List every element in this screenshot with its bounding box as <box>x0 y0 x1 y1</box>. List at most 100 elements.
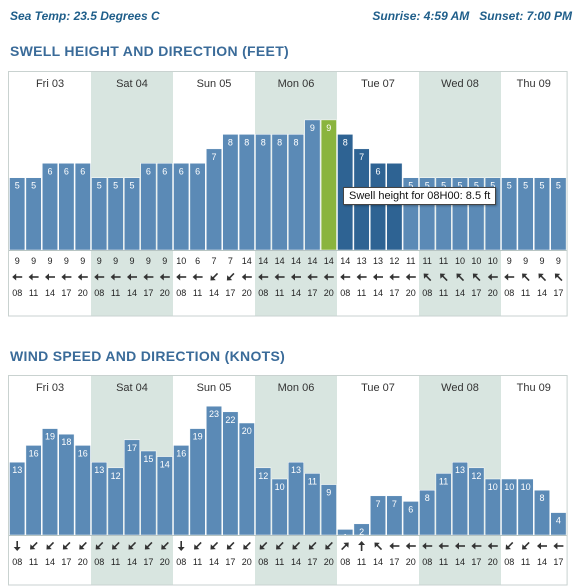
hour-label: 17 <box>471 557 481 567</box>
bar[interactable] <box>189 428 206 536</box>
hour-label: 11 <box>275 557 284 567</box>
wind-direction-arrow-icon <box>259 541 268 550</box>
wind-direction-arrow-icon <box>30 541 38 550</box>
bar-value-label: 5 <box>113 181 118 191</box>
bar[interactable] <box>124 439 140 536</box>
hour-label: 08 <box>176 288 186 298</box>
hour-label: 17 <box>61 557 71 567</box>
bar[interactable] <box>288 134 304 251</box>
hour-label: 17 <box>225 288 235 298</box>
swell-period-label: 7 <box>228 256 233 266</box>
swell-period-label: 9 <box>146 256 151 266</box>
wind-direction-arrow-icon <box>128 541 137 550</box>
bar[interactable] <box>238 134 255 251</box>
bar[interactable] <box>74 445 91 536</box>
swell-period-label: 11 <box>423 256 432 266</box>
hour-label: 08 <box>94 288 104 298</box>
hour-label: 11 <box>29 557 38 567</box>
bar[interactable] <box>238 422 255 536</box>
bar[interactable] <box>222 134 239 251</box>
wind-direction-arrow-icon <box>358 541 366 551</box>
bar[interactable] <box>206 148 222 251</box>
wind-direction-arrow-icon <box>374 542 383 551</box>
bar[interactable] <box>370 163 386 251</box>
bar[interactable] <box>386 163 403 251</box>
hour-label: 17 <box>471 288 481 298</box>
hour-label: 11 <box>275 288 284 298</box>
hour-label: 17 <box>389 557 399 567</box>
bar[interactable] <box>304 119 321 251</box>
bar-value-label: 7 <box>375 499 380 509</box>
swell-direction-arrow-icon <box>226 272 235 281</box>
bar[interactable] <box>58 433 75 536</box>
hour-label: 17 <box>143 288 153 298</box>
swell-direction-arrow-icon <box>94 273 105 281</box>
bar[interactable] <box>140 163 157 251</box>
hour-label: 17 <box>225 557 235 567</box>
hour-label: 20 <box>78 288 88 298</box>
swell-direction-arrow-icon <box>389 273 400 281</box>
bar-value-label: 8 <box>244 137 249 147</box>
hour-label: 17 <box>389 288 399 298</box>
hour-label: 08 <box>258 288 268 298</box>
bar-value-label: 5 <box>539 181 544 191</box>
day-label: Tue 07 <box>361 78 395 90</box>
bar[interactable] <box>222 411 239 536</box>
wind-direction-arrow-icon <box>537 542 547 550</box>
wind-direction-arrow-icon <box>341 542 349 551</box>
day-label: Sat 04 <box>116 382 148 394</box>
bar-value-label: 7 <box>359 152 364 162</box>
wind-direction-arrow-icon <box>505 541 514 550</box>
hour-label: 08 <box>340 288 350 298</box>
bar[interactable] <box>42 163 58 251</box>
swell-period-label: 14 <box>340 256 350 266</box>
bar-value-label: 5 <box>425 181 430 191</box>
bar[interactable] <box>74 163 91 251</box>
bar[interactable] <box>320 119 337 251</box>
day-label: Thu 09 <box>517 78 551 90</box>
bar-value-label: 16 <box>29 448 39 458</box>
day-label: Thu 09 <box>517 382 551 394</box>
hour-label: 14 <box>373 557 383 567</box>
hour-label: 11 <box>193 557 202 567</box>
bar[interactable] <box>173 445 190 536</box>
swell-direction-arrow-icon <box>504 273 515 281</box>
bar-value-label: 5 <box>523 181 528 191</box>
bar[interactable] <box>156 163 173 251</box>
bar-value-label: 5 <box>507 181 512 191</box>
swell-direction-arrow-icon <box>143 273 154 281</box>
top-bar: Sea Temp: 23.5 Degrees C Sunrise: 4:59 A… <box>0 0 580 32</box>
hour-label: 08 <box>504 557 514 567</box>
swell-period-label: 9 <box>47 256 52 266</box>
bar[interactable] <box>173 163 190 251</box>
swell-direction-arrow-icon <box>522 273 530 282</box>
bar[interactable] <box>42 428 58 536</box>
bar[interactable] <box>271 134 288 251</box>
swell-direction-arrow-icon <box>487 273 498 281</box>
bar-value-label: 14 <box>160 460 170 470</box>
swell-direction-arrow-icon <box>554 273 563 282</box>
bar[interactable] <box>255 134 272 251</box>
chart-frame <box>8 375 568 586</box>
swell-period-label: 9 <box>15 256 20 266</box>
swell-period-label: 7 <box>211 256 216 266</box>
hour-label: 08 <box>258 557 268 567</box>
day-label: Fri 03 <box>36 382 64 394</box>
bar-value-label: 13 <box>94 465 104 475</box>
wind-direction-arrow-icon <box>405 542 416 550</box>
wind-direction-arrow-icon <box>13 541 21 551</box>
swell-direction-arrow-icon <box>307 273 318 281</box>
swell-direction-arrow-icon <box>12 273 23 281</box>
hour-label: 20 <box>406 288 416 298</box>
hour-label: 14 <box>291 557 301 567</box>
bar[interactable] <box>189 163 206 251</box>
bar[interactable] <box>206 405 222 536</box>
bar[interactable] <box>25 445 42 536</box>
swell-period-label: 10 <box>176 256 186 266</box>
wind-direction-arrow-icon <box>455 542 465 550</box>
hour-label: 20 <box>160 557 170 567</box>
bar[interactable] <box>58 163 75 251</box>
bar-value-label: 8 <box>425 493 430 503</box>
hour-label: 20 <box>324 557 334 567</box>
swell-direction-arrow-icon <box>258 273 269 281</box>
